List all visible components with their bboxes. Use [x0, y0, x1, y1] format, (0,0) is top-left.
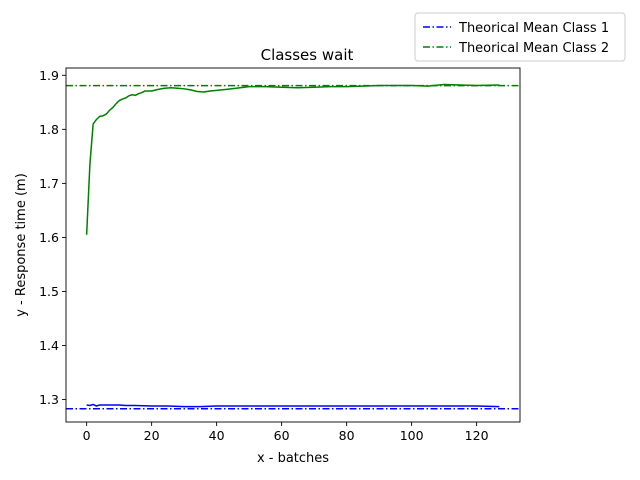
x-tick-label: 120: [465, 428, 489, 443]
y-tick-label: 1.8: [39, 122, 59, 137]
x-tick-label: 80: [339, 428, 355, 443]
plot-area: [66, 83, 520, 410]
x-tick-label: 100: [400, 428, 424, 443]
x-tick-label: 0: [83, 428, 91, 443]
y-axis-ticks: 1.3 1.4 1.5 1.6 1.7 1.8 1.9: [39, 68, 66, 407]
x-axis-ticks: 0 20 40 60 80 100 120: [83, 422, 489, 443]
axes-frame: [65, 67, 521, 423]
y-tick-label: 1.4: [39, 338, 59, 353]
y-tick-label: 1.3: [39, 392, 59, 407]
x-tick-label: 40: [209, 428, 225, 443]
legend-label-class-1: Theorical Mean Class 1: [458, 21, 609, 36]
y-tick-label: 1.6: [39, 230, 59, 245]
y-axis-label: y - Response time (m): [14, 173, 29, 317]
x-axis-label: x - batches: [257, 451, 329, 466]
legend: Theorical Mean Class 1 Theorical Mean Cl…: [414, 12, 626, 62]
series-line-class-1: [86, 403, 500, 408]
y-tick-label: 1.9: [39, 68, 59, 83]
series-line-class-2: [85, 83, 500, 235]
y-tick-label: 1.7: [39, 176, 59, 191]
y-tick-label: 1.5: [39, 284, 59, 299]
chart-title: Classes wait: [261, 46, 354, 64]
x-tick-label: 20: [144, 428, 160, 443]
legend-label-class-2: Theorical Mean Class 2: [458, 41, 609, 56]
legend-box: [414, 12, 626, 62]
x-tick-label: 60: [274, 428, 290, 443]
